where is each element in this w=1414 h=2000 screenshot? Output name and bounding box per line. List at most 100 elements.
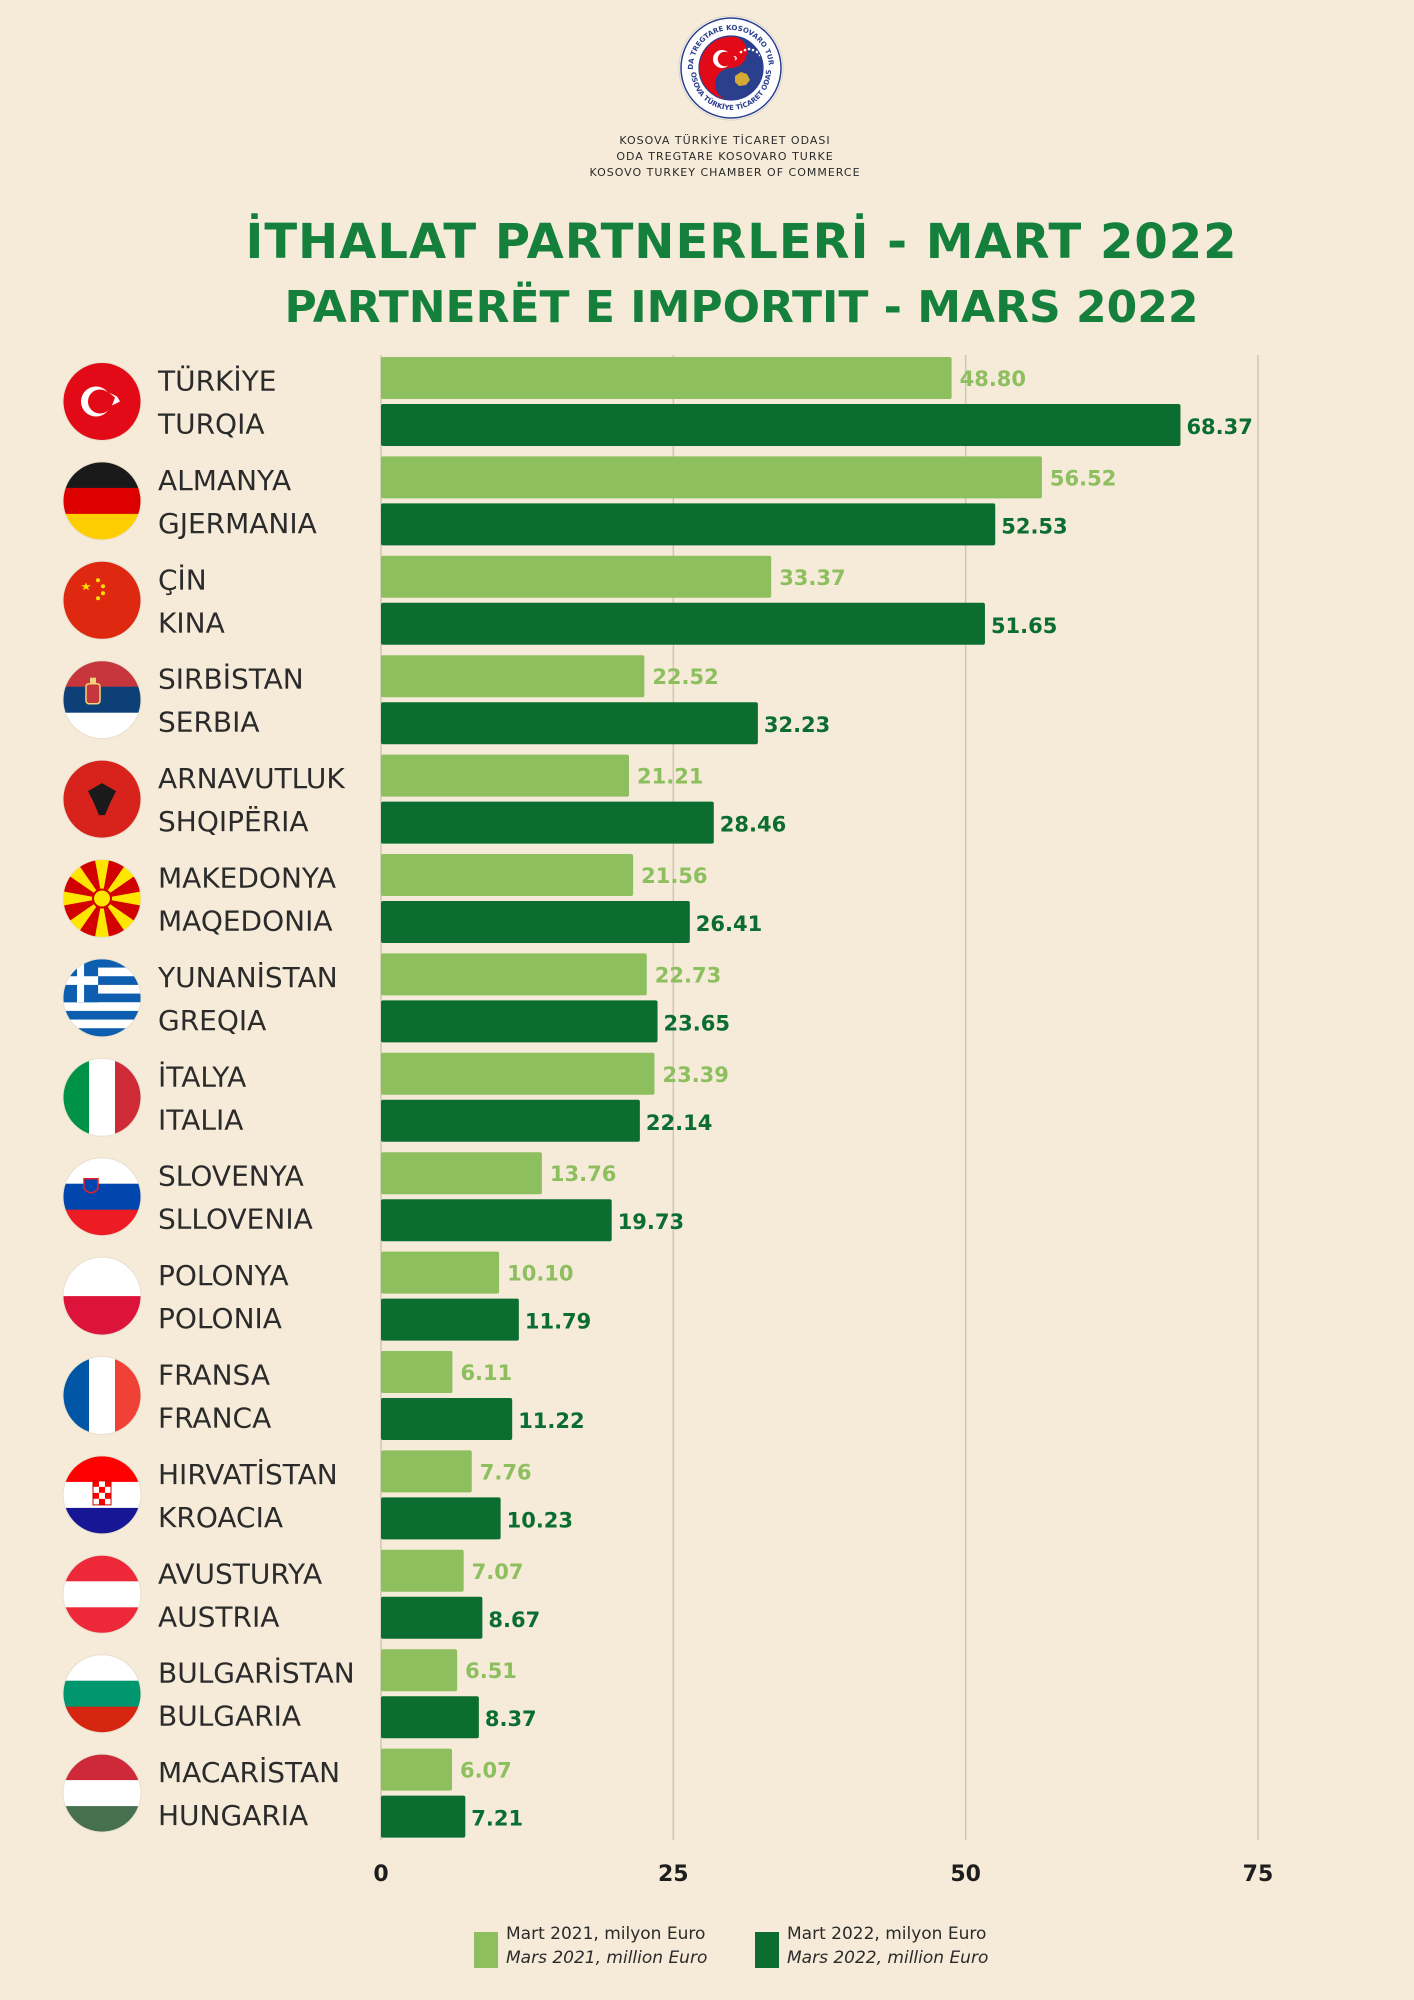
- chart-title-sq: PARTNERËT E IMPORTIT - MARS 2022: [284, 282, 1199, 333]
- country-name-sq: MAQEDONIA: [158, 905, 333, 938]
- china-flag-icon: [62, 560, 142, 640]
- greece-flag-icon: [62, 958, 142, 1038]
- chamber-logo: ODA TREGTARE KOSOVARO TURKE KOSOVA TÜRKİ…: [677, 14, 784, 121]
- bar-2021: [381, 1649, 458, 1692]
- country-name-tr: BULGARİSTAN: [158, 1657, 355, 1690]
- country-name-sq: SERBIA: [158, 706, 260, 739]
- data-label-2022: 26.41: [696, 912, 762, 936]
- germany-flag-icon: [62, 461, 142, 541]
- data-label-2022: 28.46: [720, 813, 786, 837]
- country-name-tr: SLOVENYA: [158, 1160, 304, 1193]
- country-name-tr: AVUSTURYA: [158, 1557, 322, 1590]
- bar-2021: [381, 456, 1042, 499]
- data-label-2021: 23.39: [662, 1063, 728, 1087]
- data-label-2022: 68.37: [1186, 415, 1252, 439]
- data-label-2022: 22.14: [646, 1111, 712, 1135]
- legend-swatch-2022: [755, 1932, 779, 1968]
- country-name-tr: POLONYA: [158, 1259, 289, 1292]
- data-label-2021: 6.07: [460, 1759, 512, 1783]
- bar-2022: [381, 1596, 483, 1639]
- country-name-sq: GJERMANIA: [158, 507, 317, 540]
- bar-2021: [381, 1052, 655, 1095]
- bar-2022: [381, 503, 996, 546]
- bar-2022: [381, 901, 690, 943]
- france-flag-icon: [62, 1356, 142, 1435]
- country-name-sq: ITALIA: [158, 1103, 243, 1136]
- data-label-2022: 7.21: [471, 1807, 523, 1831]
- bar-2021: [381, 357, 952, 399]
- country-name-tr: HIRVATİSTAN: [158, 1458, 338, 1491]
- x-tick-label: 75: [1243, 1862, 1274, 1887]
- bar-2021: [381, 655, 645, 698]
- data-label-2021: 6.51: [465, 1659, 517, 1683]
- bar-2022: [381, 404, 1181, 446]
- country-name-sq: SHQIPËRIA: [158, 805, 309, 838]
- bar-2022: [381, 1398, 513, 1440]
- country-name-tr: SIRBİSTAN: [158, 663, 304, 696]
- bar-2022: [381, 1099, 640, 1142]
- bar-2022: [381, 1795, 466, 1838]
- data-label-2022: 32.23: [764, 713, 830, 737]
- hungary-flag-icon: [62, 1753, 142, 1833]
- x-tick-label: 50: [950, 1862, 981, 1887]
- data-label-2021: 21.56: [641, 864, 707, 888]
- data-label-2021: 22.52: [652, 665, 718, 689]
- slovenia-flag-icon: [62, 1157, 142, 1237]
- org-name-en: KOSOVO TURKEY CHAMBER OF COMMERCE: [589, 166, 861, 179]
- data-label-2021: 48.80: [960, 367, 1026, 391]
- bar-2022: [381, 702, 758, 745]
- import-partners-chart: 48.80 68.37 TÜRKİYE TURQIA 56.52 52.53 ALMANYA…: [62, 355, 1274, 1887]
- bar-2022: [381, 1696, 479, 1739]
- albania-flag-icon: [62, 759, 142, 839]
- bar-2021: [381, 1351, 453, 1393]
- x-tick-label: 0: [373, 1862, 388, 1887]
- data-label-2021: 21.21: [637, 765, 703, 789]
- data-label-2022: 11.22: [518, 1409, 584, 1433]
- country-name-sq: KINA: [158, 606, 225, 639]
- data-label-2021: 22.73: [655, 963, 721, 987]
- italy-flag-icon: [62, 1057, 142, 1137]
- bar-2022: [381, 602, 985, 645]
- data-label-2022: 51.65: [991, 614, 1057, 638]
- country-name-sq: GREQIA: [158, 1004, 266, 1037]
- bar-2021: [381, 1450, 472, 1493]
- poland-flag-icon: [62, 1256, 142, 1336]
- turkey-flag-icon: [62, 362, 142, 441]
- legend-swatch-2021: [474, 1932, 498, 1968]
- data-label-2021: 33.37: [779, 566, 845, 590]
- data-label-2021: 10.10: [507, 1262, 573, 1286]
- country-name-tr: YUNANİSTAN: [157, 961, 338, 994]
- serbia-flag-icon: [62, 660, 142, 740]
- country-name-tr: ALMANYA: [158, 464, 291, 497]
- data-label-2021: 13.76: [550, 1162, 616, 1186]
- bar-2021: [381, 1549, 464, 1592]
- country-name-sq: TURQIA: [157, 408, 265, 441]
- country-name-sq: AUSTRIA: [158, 1600, 279, 1633]
- country-name-tr: MAKEDONYA: [158, 862, 336, 895]
- bar-2021: [381, 1152, 542, 1195]
- org-name-tr: KOSOVA TÜRKİYE TİCARET ODASI: [619, 134, 831, 147]
- org-name-sq: ODA TREGTARE KOSOVARO TURKE: [616, 150, 834, 163]
- legend-label-sq: Mars 2021, million Euro: [506, 1948, 708, 1968]
- country-name-sq: HUNGARIA: [158, 1799, 308, 1832]
- bulgaria-flag-icon: [62, 1654, 142, 1734]
- data-label-2022: 8.37: [485, 1707, 537, 1731]
- data-label-2022: 11.79: [525, 1310, 591, 1334]
- data-label-2022: 8.67: [488, 1608, 540, 1632]
- x-tick-label: 25: [658, 1862, 689, 1887]
- country-name-sq: KROACIA: [158, 1501, 283, 1534]
- data-label-2022: 10.23: [507, 1508, 573, 1532]
- legend-label-sq: Mars 2022, million Euro: [787, 1948, 989, 1968]
- country-name-tr: FRANSA: [158, 1359, 270, 1392]
- data-label-2022: 52.53: [1001, 514, 1067, 538]
- legend-label-tr: Mart 2022, milyon Euro: [787, 1924, 987, 1944]
- country-name-tr: ARNAVUTLUK: [158, 762, 345, 795]
- data-label-2021: 56.52: [1050, 466, 1116, 490]
- country-name-tr: ÇİN: [158, 563, 207, 596]
- north-macedonia-flag-icon: [62, 859, 142, 938]
- bar-2022: [381, 1199, 612, 1242]
- country-name-sq: SLLOVENIA: [158, 1203, 313, 1236]
- croatia-flag-icon: [62, 1455, 142, 1535]
- country-name-tr: MACARİSTAN: [158, 1756, 340, 1789]
- bar-2021: [381, 854, 634, 896]
